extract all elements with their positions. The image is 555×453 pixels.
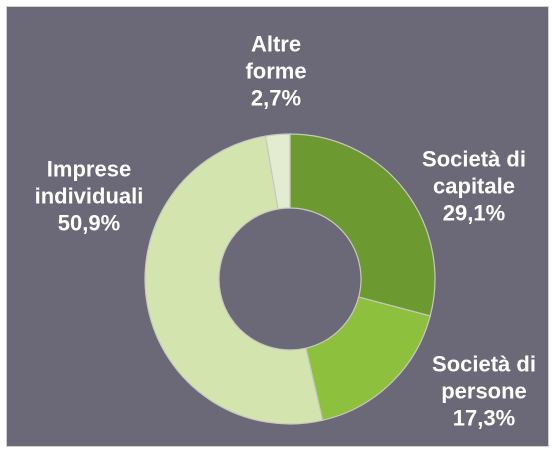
value-label: 2,7%: [250, 85, 302, 111]
donut-plot: [144, 133, 436, 425]
donut-segment: [264, 133, 291, 210]
value-label: 50,9%: [57, 210, 121, 236]
value-label: 29,1%: [442, 200, 506, 226]
segment-label: Altre forme 2,7%: [236, 31, 316, 112]
category-label: Società di capitale: [422, 146, 526, 199]
value-label: 17,3%: [452, 405, 516, 431]
chart: Società di capitale 29,1% Società di perso…: [6, 6, 549, 447]
category-label: Altre forme: [245, 31, 307, 84]
donut-segment: [144, 135, 324, 425]
segment-label: Imprese individuali 50,9%: [27, 156, 152, 237]
donut-segment: [305, 296, 431, 422]
donut-segment: [289, 133, 436, 317]
category-label: Imprese individuali: [34, 156, 144, 209]
category-label: Società di persone: [432, 351, 536, 404]
segment-label: Società di persone 17,3%: [422, 351, 547, 432]
segment-label: Società di capitale 29,1%: [412, 146, 537, 227]
